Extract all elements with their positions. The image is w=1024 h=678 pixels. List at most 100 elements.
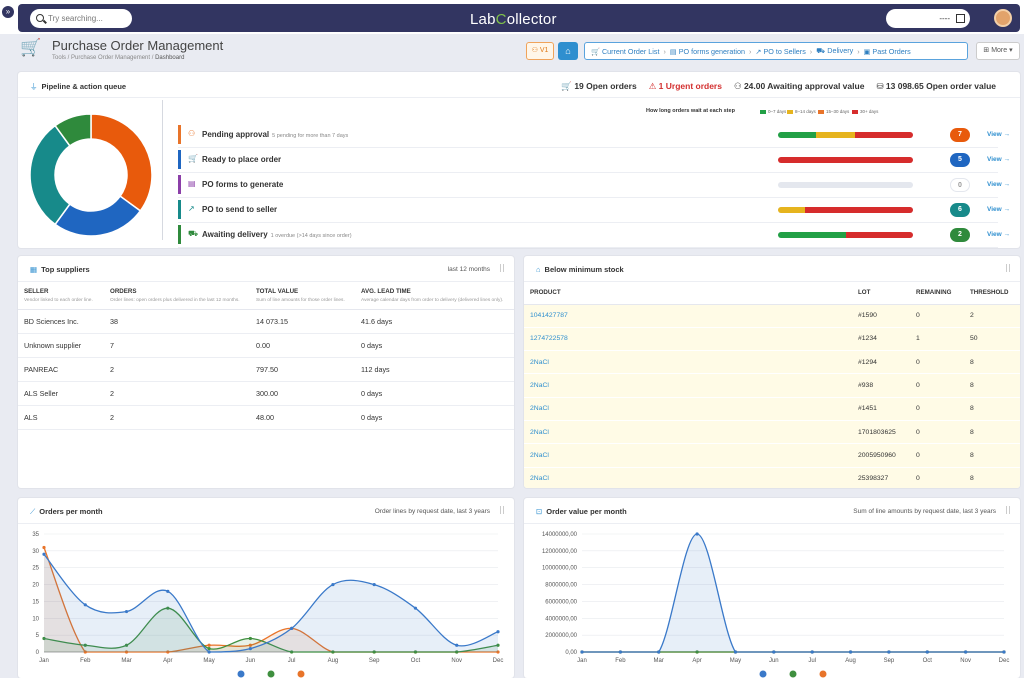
data-point[interactable] xyxy=(455,643,459,647)
queue-row[interactable]: ↗ PO to send to seller 6 View → xyxy=(178,198,1010,223)
product-link[interactable]: 2NaCl xyxy=(524,397,852,421)
product-link[interactable]: 1041427787 xyxy=(524,304,852,328)
data-point[interactable] xyxy=(331,650,335,654)
data-point[interactable] xyxy=(248,647,252,651)
data-point[interactable] xyxy=(166,606,170,610)
delivery-link[interactable]: ⛟ Delivery xyxy=(816,46,854,55)
table-row[interactable]: ALS 2 48.00 0 days xyxy=(18,405,514,430)
donut-slice[interactable] xyxy=(90,113,153,212)
data-point[interactable] xyxy=(848,650,853,654)
drag-handle-icon[interactable] xyxy=(1006,264,1012,272)
view-link[interactable]: View → xyxy=(987,206,1011,213)
data-point[interactable] xyxy=(83,643,87,647)
queue-row[interactable]: ⛟ Awaiting delivery 1 overdue (>14 days s… xyxy=(178,223,1010,248)
table-row[interactable]: Unknown supplier 7 0.00 0 days xyxy=(18,333,514,358)
view-link[interactable]: View → xyxy=(987,156,1011,163)
table-row[interactable]: PANREAC 2 797.50 112 days xyxy=(18,357,514,382)
product-link[interactable]: 1274722578 xyxy=(524,327,852,352)
product-link[interactable]: 2NaCl xyxy=(524,443,852,468)
expand-menu-icon[interactable]: » xyxy=(2,6,14,18)
legend-marker[interactable] xyxy=(789,670,797,678)
home-button[interactable]: ⌂ xyxy=(558,42,578,60)
data-point[interactable] xyxy=(207,650,211,654)
table-row[interactable]: BD Sciences Inc. 38 14 073.15 41.6 days xyxy=(18,309,514,334)
data-point[interactable] xyxy=(372,650,376,654)
queue-row[interactable]: ▤ PO forms to generate 0 View → xyxy=(178,173,1010,198)
po-forms-link[interactable]: ▤ PO forms generation xyxy=(669,46,746,56)
donut-slice[interactable] xyxy=(54,113,92,147)
product-link[interactable]: 2NaCl xyxy=(524,467,852,488)
product-link[interactable]: 2NaCl xyxy=(524,350,852,375)
data-point[interactable] xyxy=(290,650,294,654)
data-point[interactable] xyxy=(657,650,661,654)
data-point[interactable] xyxy=(42,552,46,556)
app-logo[interactable]: LabCollector xyxy=(470,11,557,28)
data-point[interactable] xyxy=(248,643,252,647)
data-point[interactable] xyxy=(83,650,87,654)
search-input[interactable]: Try searching... xyxy=(30,9,132,28)
table-row[interactable]: 2NaCl 25398327 0 8 xyxy=(524,467,1020,488)
table-row[interactable]: 2NaCl 1701803625 0 8 xyxy=(524,420,1020,445)
user-box[interactable]: ---- xyxy=(886,9,970,28)
data-point[interactable] xyxy=(124,643,129,647)
table-row[interactable]: 1274722578 #1234 1 50 xyxy=(524,327,1020,352)
data-point[interactable] xyxy=(42,636,46,641)
table-row[interactable]: 2NaCl #1451 0 8 xyxy=(524,397,1020,421)
product-link[interactable]: 2NaCl xyxy=(524,420,852,445)
current-order-list-link[interactable]: 🛒 Current Order List xyxy=(591,46,660,56)
view-link[interactable]: View → xyxy=(987,131,1011,138)
data-point[interactable] xyxy=(925,650,929,654)
data-point[interactable] xyxy=(166,589,170,593)
table-row[interactable]: 2NaCl 2005950960 0 8 xyxy=(524,443,1020,468)
drag-handle-icon[interactable] xyxy=(500,264,506,272)
data-point[interactable] xyxy=(455,650,459,654)
legend-marker[interactable] xyxy=(297,670,305,678)
data-point[interactable] xyxy=(1002,650,1006,654)
view-link[interactable]: View → xyxy=(987,181,1011,188)
data-point[interactable] xyxy=(124,609,129,614)
more-button[interactable]: ⊞ More ▾ xyxy=(976,42,1020,60)
legend-marker[interactable] xyxy=(267,670,275,678)
queue-row[interactable]: ⚇ Pending approval 5 pending for more tha… xyxy=(178,123,1010,148)
data-point[interactable] xyxy=(733,650,738,654)
data-point[interactable] xyxy=(496,643,500,647)
data-point[interactable] xyxy=(207,647,211,651)
data-point[interactable] xyxy=(695,532,699,536)
queue-row[interactable]: 🛒 Ready to place order 5 View → xyxy=(178,148,1010,173)
qr-code-icon[interactable] xyxy=(956,14,965,23)
table-row[interactable]: 1041427787 #1590 0 2 xyxy=(524,304,1020,328)
data-point[interactable] xyxy=(772,650,776,654)
view-link[interactable]: View → xyxy=(987,231,1011,238)
data-point[interactable] xyxy=(83,603,87,607)
data-point[interactable] xyxy=(618,650,622,654)
data-point[interactable] xyxy=(207,643,211,647)
data-point[interactable] xyxy=(496,630,500,634)
table-row[interactable]: 2NaCl #938 0 8 xyxy=(524,373,1020,398)
data-point[interactable] xyxy=(964,650,968,654)
data-point[interactable] xyxy=(887,650,891,654)
data-point[interactable] xyxy=(42,545,46,550)
data-point[interactable] xyxy=(496,650,500,654)
data-point[interactable] xyxy=(580,650,584,654)
table-row[interactable]: 2NaCl #1294 0 8 xyxy=(524,350,1020,375)
drag-handle-icon[interactable] xyxy=(1006,506,1012,514)
legend-marker[interactable] xyxy=(237,670,245,678)
data-point[interactable] xyxy=(413,650,418,654)
version-button[interactable]: ⚇ V1 xyxy=(526,42,554,60)
data-point[interactable] xyxy=(166,650,170,654)
data-point[interactable] xyxy=(290,626,294,630)
past-orders-link[interactable]: ▣ Past Orders xyxy=(863,46,911,56)
series-line[interactable] xyxy=(43,607,499,653)
series-line[interactable] xyxy=(582,533,1004,653)
drag-handle-icon[interactable] xyxy=(500,506,506,514)
donut-slice[interactable] xyxy=(29,124,71,226)
avatar[interactable] xyxy=(994,9,1012,27)
series-line[interactable] xyxy=(43,553,499,653)
data-point[interactable] xyxy=(248,636,252,641)
legend-marker[interactable] xyxy=(759,670,767,678)
po-to-sellers-link[interactable]: ↗ PO to Sellers xyxy=(755,46,806,56)
data-point[interactable] xyxy=(372,582,376,587)
data-point[interactable] xyxy=(695,650,699,654)
data-point[interactable] xyxy=(810,650,814,654)
product-link[interactable]: 2NaCl xyxy=(524,373,852,398)
